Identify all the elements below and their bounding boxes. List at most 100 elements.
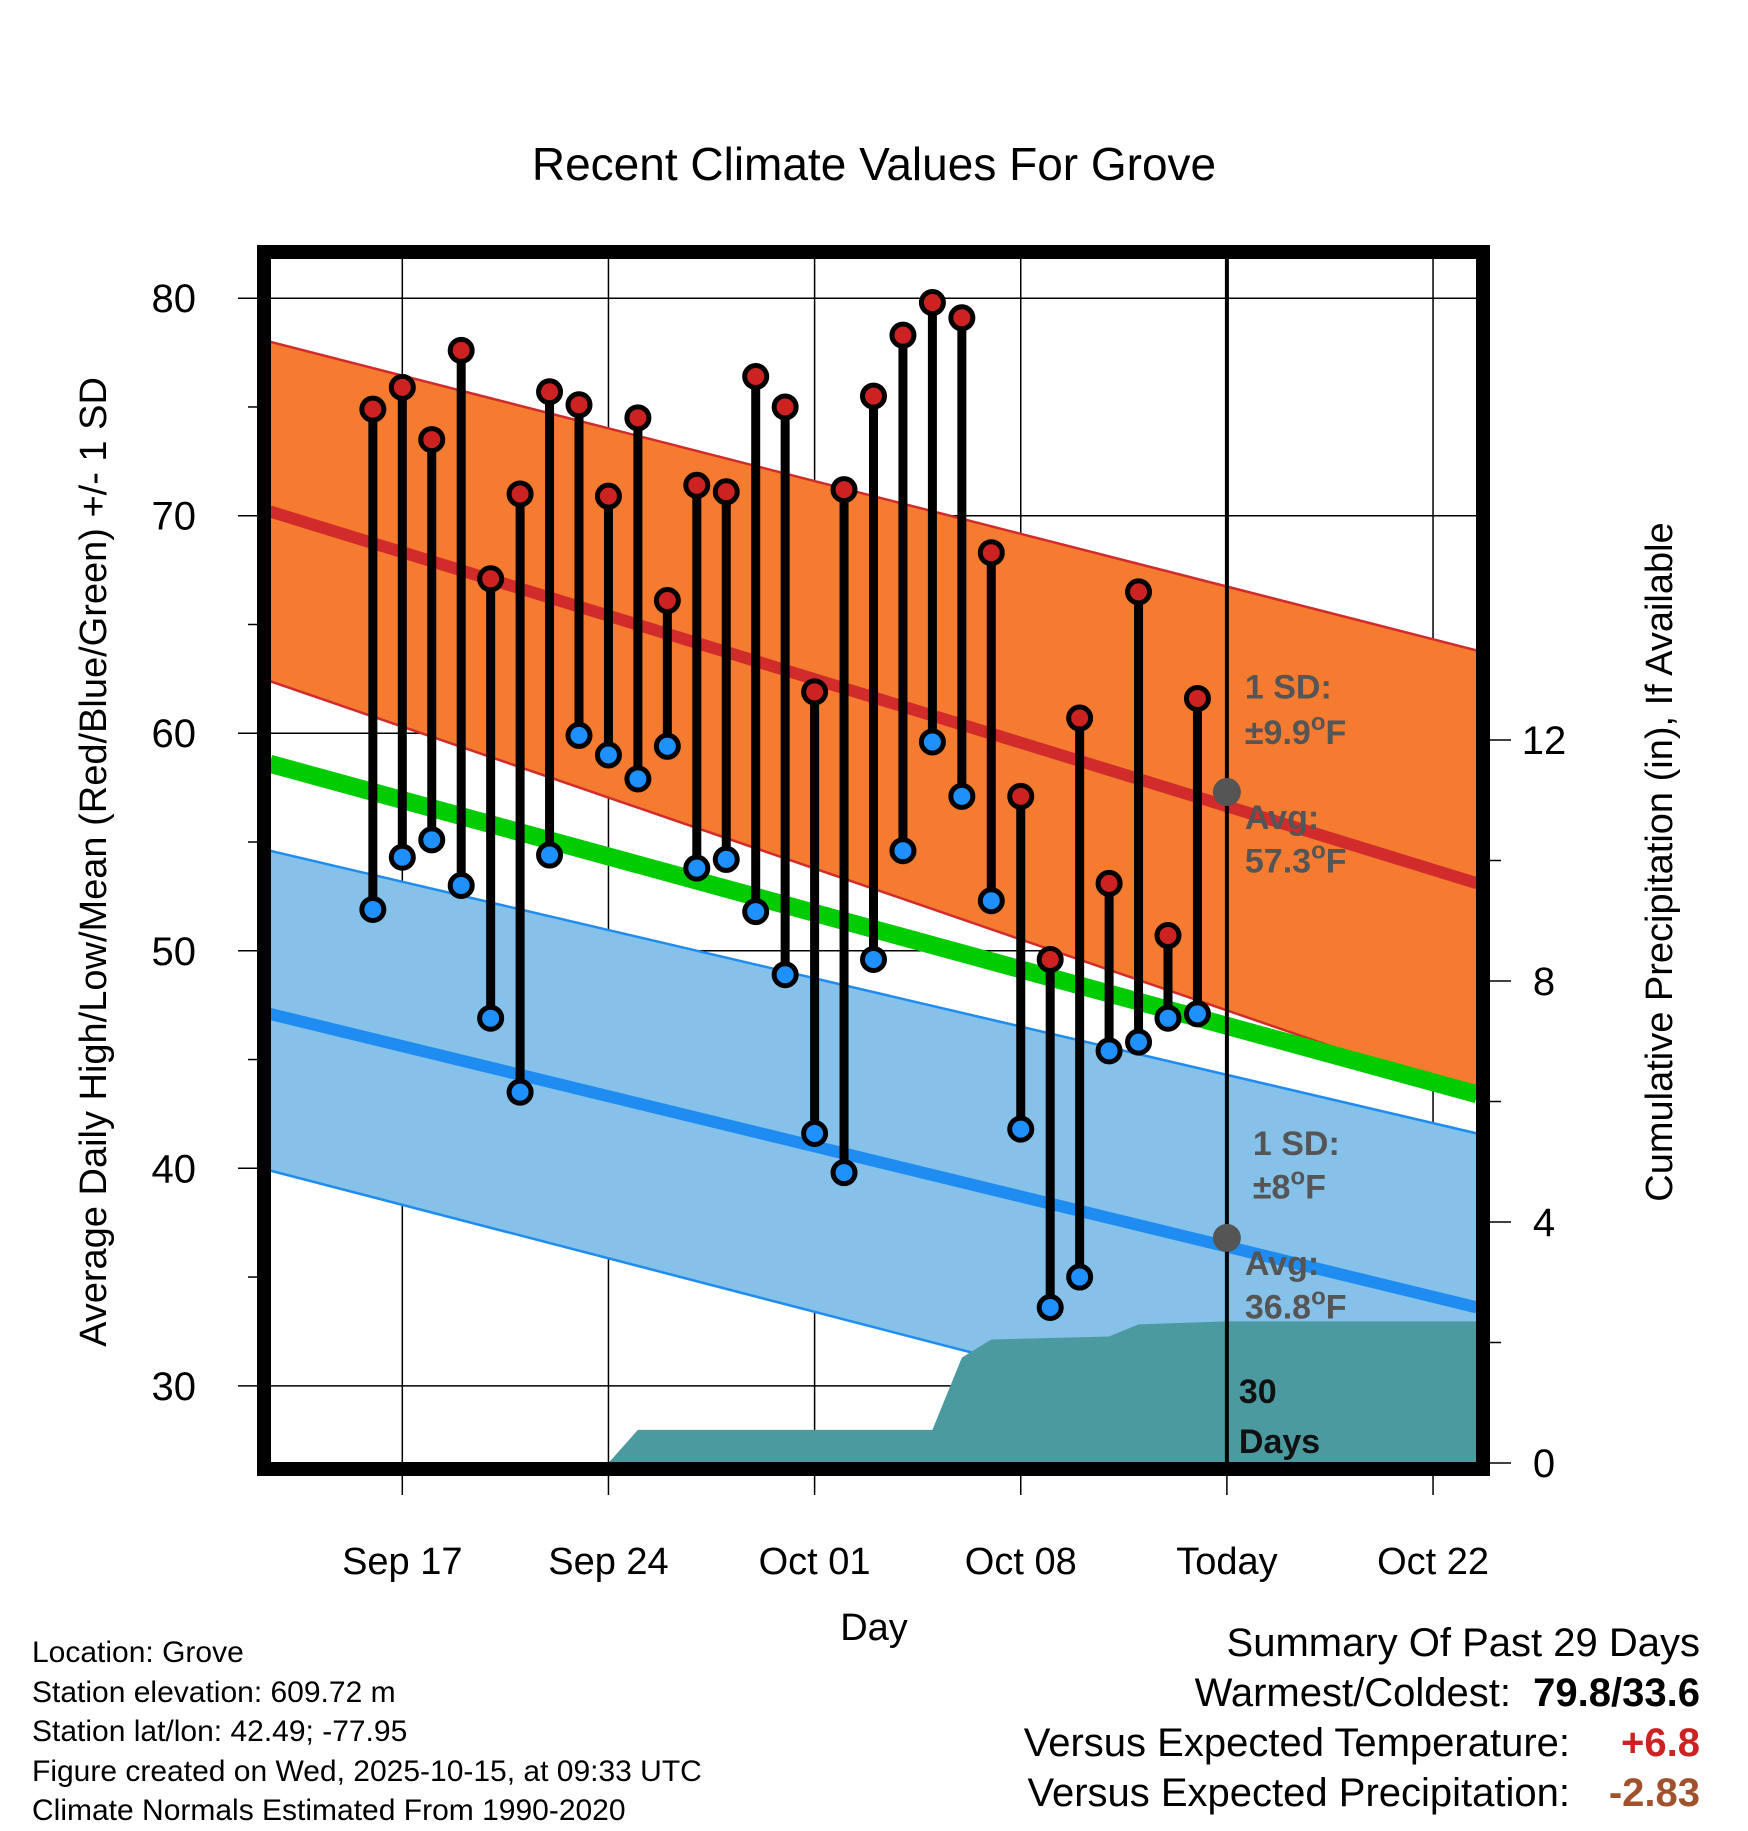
daily-high-point — [948, 304, 976, 332]
daily-low-point — [977, 887, 1005, 915]
daily-low-point — [477, 1004, 505, 1032]
plot-frame — [257, 245, 1490, 1476]
x-axis-label: Day — [840, 1607, 908, 1649]
temp-row: Versus Expected Temperature: +6.8 — [1024, 1718, 1700, 1768]
elevation-text: Station elevation: 609.72 m — [32, 1675, 396, 1709]
daily-high-point — [1007, 782, 1035, 810]
x-tick-label: Oct 22 — [1377, 1541, 1489, 1583]
temp-value: +6.8 — [1621, 1721, 1700, 1765]
daily-low-point — [771, 961, 799, 989]
daily-low-point — [359, 895, 387, 923]
daily-low-point — [918, 728, 946, 756]
high-sd-value: ±9.9oF — [1245, 709, 1346, 752]
normals-text: Climate Normals Estimated From 1990-2020 — [32, 1794, 626, 1827]
y-tick-label: 30 — [152, 1365, 197, 1409]
daily-low-point — [1183, 1000, 1211, 1028]
location-text: Location: Grove — [32, 1636, 244, 1669]
daily-high-point — [918, 289, 946, 317]
daily-high-point — [624, 404, 652, 432]
x-tick-label: Today — [1176, 1541, 1277, 1583]
low-normal-line — [270, 1008, 1477, 1314]
daily-high-point — [1183, 684, 1211, 712]
daily-high-point — [653, 587, 681, 615]
daily-high-point — [712, 478, 740, 506]
chart-title: Recent Climate Values For Grove — [532, 138, 1216, 190]
daily-low-point — [712, 845, 740, 873]
station-info: Location: Grove Station elevation: 609.7… — [32, 1633, 702, 1831]
daily-high-point — [506, 480, 534, 508]
x-tick-label: Sep 24 — [548, 1541, 668, 1583]
warm-cold-label: Warmest/Coldest: — [1194, 1671, 1511, 1715]
daily-high-point — [801, 678, 829, 706]
low-avg-value: 36.8oF — [1245, 1283, 1347, 1326]
y2-tick-label: 0 — [1533, 1442, 1555, 1486]
daily-high-point — [418, 426, 446, 454]
y-tick-label: 40 — [152, 1147, 197, 1191]
daily-low-point — [830, 1159, 858, 1187]
daily-low-point — [1007, 1115, 1035, 1143]
x-tick-label: Sep 17 — [342, 1541, 462, 1583]
high-avg-value: 57.3oF — [1245, 837, 1347, 880]
daily-low-point — [1036, 1294, 1064, 1322]
daily-high-point — [359, 395, 387, 423]
y-tick-label: 80 — [152, 277, 197, 321]
precip-period-line2: Days — [1239, 1423, 1320, 1461]
daily-low-point — [447, 872, 475, 900]
daily-low-point — [536, 841, 564, 869]
latlon-text: Station lat/lon: 42.49; -77.95 — [32, 1715, 408, 1748]
daily-high-point — [1095, 869, 1123, 897]
summary-title: Summary Of Past 29 Days — [1226, 1621, 1700, 1665]
low-upper-bound — [270, 849, 1477, 1135]
daily-low-point — [948, 782, 976, 810]
daily-low-point — [860, 945, 887, 973]
daily-low-point — [683, 854, 711, 882]
daily-low-point — [594, 741, 622, 769]
x-tick-label: Oct 01 — [759, 1541, 871, 1583]
high-sd-label: 1 SD: — [1245, 668, 1332, 706]
daily-low-point — [1154, 1004, 1182, 1032]
precip-row: Versus Expected Precipitation: -2.83 — [1024, 1768, 1700, 1818]
daily-high-point — [1154, 922, 1182, 950]
temp-label: Versus Expected Temperature: — [1023, 1721, 1570, 1765]
y-tick-label: 70 — [152, 495, 197, 539]
low-sd-value: ±8oF — [1253, 1164, 1326, 1207]
y2-tick-label: 4 — [1533, 1201, 1555, 1245]
y2-tick-label: 12 — [1522, 719, 1567, 763]
daily-low-point — [653, 732, 681, 760]
daily-low-point — [1066, 1263, 1094, 1291]
daily-low-point — [624, 765, 652, 793]
daily-low-point — [889, 837, 917, 865]
daily-low-point — [801, 1119, 829, 1147]
low-avg-label: Avg: — [1245, 1245, 1319, 1283]
daily-high-point — [447, 336, 475, 364]
daily-high-point — [860, 382, 887, 410]
daily-high-point — [388, 373, 416, 401]
low-sd-label: 1 SD: — [1253, 1125, 1340, 1163]
daily-high-point — [477, 565, 505, 593]
y-tick-label: 50 — [152, 930, 197, 974]
warm-cold-row: Warmest/Coldest: 79.8/33.6 — [1024, 1668, 1700, 1718]
x-tick-label: Oct 08 — [965, 1541, 1077, 1583]
precip-value: -2.83 — [1608, 1771, 1700, 1815]
y-axis-label: Average Daily High/Low/Mean (Red/Blue/Gr… — [73, 377, 115, 1347]
daily-high-point — [977, 539, 1005, 567]
high-avg-label: Avg: — [1245, 799, 1319, 837]
precip-period-line1: 30 — [1239, 1373, 1277, 1411]
plot-inner — [270, 258, 1477, 1463]
y-tick-label: 60 — [152, 712, 197, 756]
daily-high-point — [1036, 945, 1064, 973]
daily-high-point — [1125, 578, 1153, 606]
daily-low-point — [506, 1078, 534, 1106]
daily-low-point — [742, 898, 770, 926]
daily-high-point — [742, 363, 770, 391]
daily-high-point — [536, 378, 564, 406]
daily-low-point — [418, 826, 446, 854]
daily-high-point — [565, 391, 593, 419]
summary-panel: Summary Of Past 29 Days Warmest/Coldest:… — [1024, 1618, 1700, 1818]
daily-high-point — [830, 476, 858, 504]
daily-low-point — [1095, 1037, 1123, 1065]
daily-high-point — [683, 471, 711, 499]
precip-label: Versus Expected Precipitation: — [1027, 1771, 1570, 1815]
